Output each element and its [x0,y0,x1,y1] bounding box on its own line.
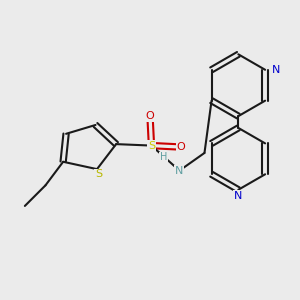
Text: S: S [95,169,102,179]
Text: O: O [176,142,185,152]
Text: O: O [146,111,154,121]
Text: N: N [234,190,242,201]
Text: N: N [175,166,183,176]
Text: H: H [160,152,167,162]
Text: S: S [148,141,155,151]
Text: N: N [272,65,280,75]
